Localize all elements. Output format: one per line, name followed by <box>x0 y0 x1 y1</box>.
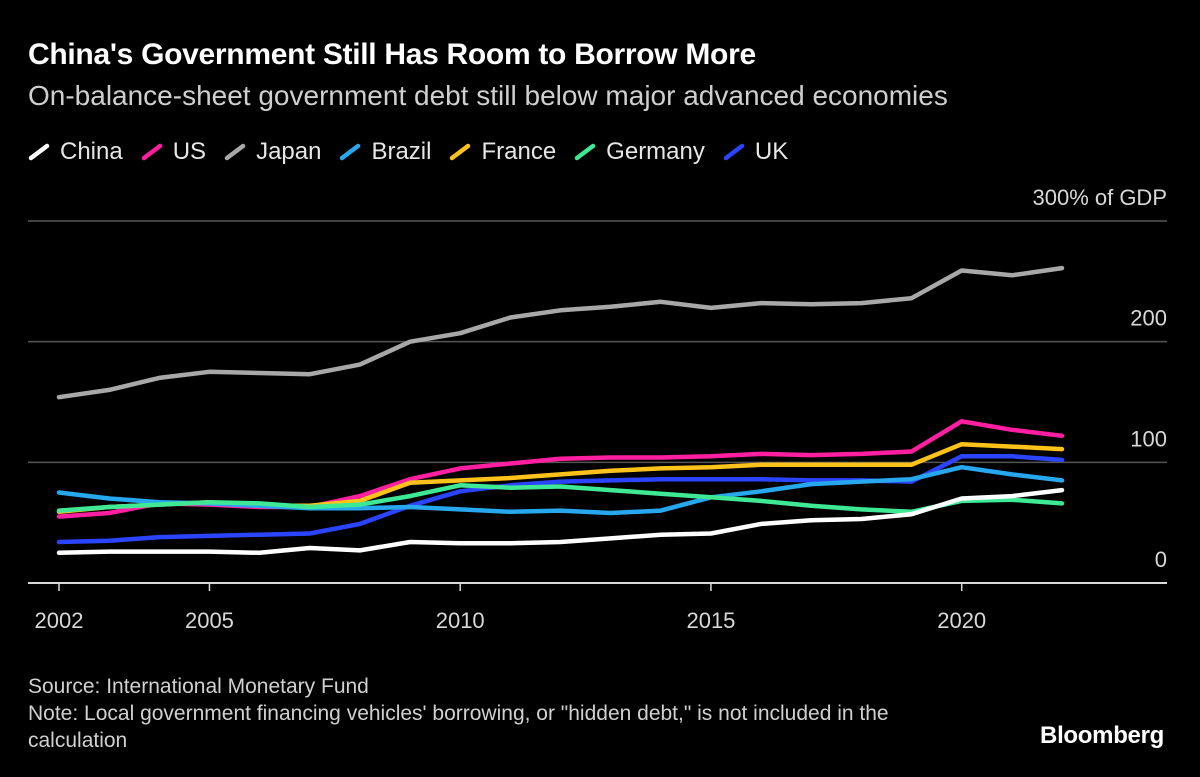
series-line-japan <box>56 265 1065 400</box>
legend-label: Japan <box>256 138 322 165</box>
line-chart: 0 100 200 300% of GDP 2002 2005 2010 2015 2020 <box>28 185 1167 633</box>
legend-label: Brazil <box>371 138 432 165</box>
legend-item-japan: Japan <box>224 138 321 166</box>
series-line-china <box>56 487 1065 556</box>
legend-item-france: France <box>449 138 556 166</box>
legend-swatch-icon <box>224 143 246 161</box>
x-tick-label: 2015 <box>686 608 735 633</box>
x-tick-label: 2010 <box>436 608 485 633</box>
legend-item-china: China <box>28 138 123 166</box>
legend-swatch-icon <box>450 143 471 161</box>
legend-item-us: US <box>141 138 206 166</box>
y-tick-label: 100 <box>1130 426 1167 451</box>
legend-swatch-icon <box>28 143 50 161</box>
legend-label: UK <box>754 138 789 165</box>
legend-label: China <box>60 138 123 165</box>
legend-swatch-icon <box>723 143 745 161</box>
x-tick-label: 2005 <box>185 608 234 633</box>
legend-item-brazil: Brazil <box>339 138 431 166</box>
series-line-uk <box>56 454 1065 545</box>
legend-label: US <box>172 138 207 165</box>
legend-swatch-icon <box>340 143 361 161</box>
legend: China US Japan Brazil France Germany UK <box>28 138 806 166</box>
y-tick-label: 200 <box>1130 306 1167 331</box>
chart-title: China's Government Still Has Room to Bor… <box>28 38 756 71</box>
legend-swatch-icon <box>141 143 162 161</box>
legend-item-germany: Germany <box>574 138 705 166</box>
legend-label: Germany <box>606 138 705 165</box>
source-text: Source: International Monetary Fund <box>28 675 369 698</box>
x-tick-label: 2002 <box>35 608 84 633</box>
bloomberg-logo: Bloomberg <box>1040 722 1164 749</box>
note-text: Note: Local government financing vehicle… <box>28 702 889 752</box>
legend-label: France <box>481 138 557 165</box>
series-line-germany <box>56 483 1065 515</box>
x-tick-label: 2020 <box>937 608 986 633</box>
chart-subtitle: On-balance-sheet government debt still b… <box>28 80 948 111</box>
y-tick-label: 0 <box>1155 547 1167 572</box>
legend-item-uk: UK <box>723 138 788 166</box>
y-tick-label: 300% of GDP <box>1032 185 1167 210</box>
legend-swatch-icon <box>574 143 596 161</box>
footer-notes: Source: International Monetary Fund Note… <box>28 673 928 754</box>
